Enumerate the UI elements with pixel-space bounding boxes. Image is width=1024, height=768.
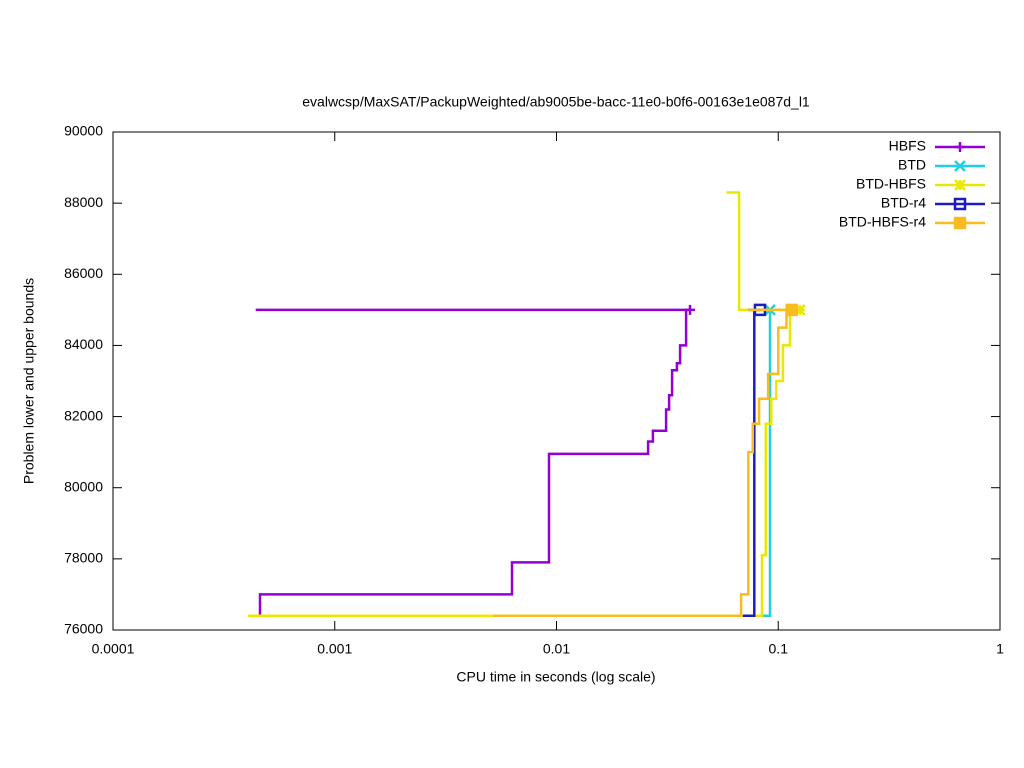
y-tick-label: 78000 — [64, 550, 103, 566]
series-line — [247, 191, 800, 618]
legend-label: HBFS — [889, 138, 926, 154]
legend-marker — [954, 179, 966, 191]
series-line — [493, 308, 792, 618]
marker — [793, 303, 806, 316]
y-tick-label: 80000 — [64, 478, 103, 494]
x-tick-label: 0.01 — [543, 641, 570, 657]
series-line — [255, 308, 690, 616]
legend-label: BTD — [898, 157, 926, 173]
y-tick-label: 82000 — [64, 407, 103, 423]
y-tick-label: 86000 — [64, 265, 103, 281]
series-line — [742, 308, 760, 618]
legend-label: BTD-HBFS — [856, 176, 926, 192]
legend-label: BTD-r4 — [881, 195, 926, 211]
y-tick-label: 76000 — [64, 621, 103, 637]
legend-marker — [953, 197, 967, 211]
legend-marker — [954, 160, 966, 172]
plot-border — [112, 131, 1001, 631]
y-tick-label: 90000 — [64, 123, 103, 139]
marker — [785, 303, 798, 317]
legend-label: BTD-HBFS-r4 — [839, 214, 926, 230]
legend-marker — [953, 216, 967, 230]
legend-marker — [955, 142, 965, 152]
marker — [685, 304, 696, 315]
y-tick-label: 84000 — [64, 336, 103, 352]
x-axis-label: CPU time in seconds (log scale) — [456, 669, 655, 685]
chart-title: evalwcsp/MaxSAT/PackupWeighted/ab9005be-… — [302, 94, 810, 110]
y-tick-label: 88000 — [64, 194, 103, 210]
x-tick-label: 0.1 — [769, 641, 789, 657]
x-tick-label: 0.001 — [317, 641, 352, 657]
x-tick-label: 1 — [996, 641, 1004, 657]
y-axis-label: Problem lower and upper bounds — [21, 278, 37, 484]
x-tick-label: 0.0001 — [92, 641, 135, 657]
marker — [753, 303, 767, 317]
